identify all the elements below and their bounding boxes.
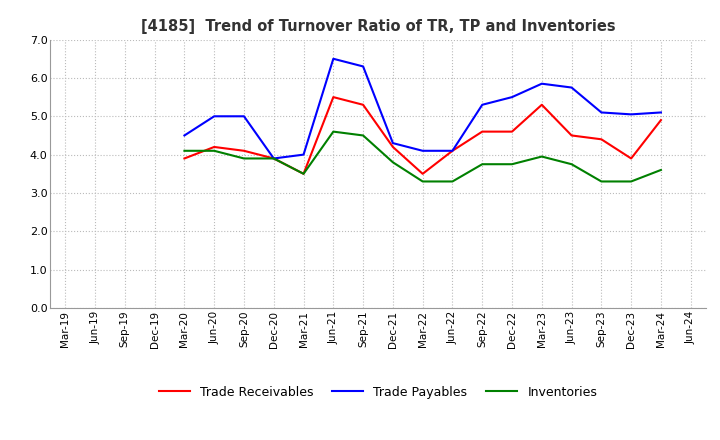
Trade Receivables: [448, 148, 456, 154]
Trade Payables: [448, 148, 456, 154]
Inventories: [269, 156, 278, 161]
Trade Payables: [329, 56, 338, 62]
Line: Inventories: Inventories: [184, 132, 661, 181]
Trade Payables: [597, 110, 606, 115]
Trade Receivables: [418, 171, 427, 176]
Inventories: [240, 156, 248, 161]
Title: [4185]  Trend of Turnover Ratio of TR, TP and Inventories: [4185] Trend of Turnover Ratio of TR, TP…: [140, 19, 616, 34]
Trade Receivables: [389, 144, 397, 150]
Trade Payables: [240, 114, 248, 119]
Trade Receivables: [657, 117, 665, 123]
Trade Receivables: [597, 137, 606, 142]
Inventories: [597, 179, 606, 184]
Trade Receivables: [329, 95, 338, 100]
Inventories: [389, 160, 397, 165]
Trade Receivables: [478, 129, 487, 134]
Trade Receivables: [567, 133, 576, 138]
Trade Payables: [478, 102, 487, 107]
Trade Payables: [359, 64, 367, 69]
Trade Receivables: [538, 102, 546, 107]
Line: Trade Payables: Trade Payables: [184, 59, 661, 158]
Inventories: [448, 179, 456, 184]
Inventories: [210, 148, 219, 154]
Trade Receivables: [627, 156, 636, 161]
Trade Payables: [657, 110, 665, 115]
Trade Payables: [269, 156, 278, 161]
Inventories: [329, 129, 338, 134]
Inventories: [567, 161, 576, 167]
Trade Payables: [418, 148, 427, 154]
Inventories: [180, 148, 189, 154]
Trade Receivables: [269, 156, 278, 161]
Trade Payables: [567, 85, 576, 90]
Trade Payables: [538, 81, 546, 86]
Legend: Trade Receivables, Trade Payables, Inventories: Trade Receivables, Trade Payables, Inven…: [153, 381, 603, 404]
Inventories: [538, 154, 546, 159]
Inventories: [627, 179, 636, 184]
Trade Payables: [627, 112, 636, 117]
Trade Receivables: [300, 171, 308, 176]
Inventories: [478, 161, 487, 167]
Trade Payables: [508, 95, 516, 100]
Trade Receivables: [359, 102, 367, 107]
Trade Payables: [389, 140, 397, 146]
Trade Receivables: [508, 129, 516, 134]
Trade Receivables: [210, 144, 219, 150]
Trade Payables: [180, 133, 189, 138]
Inventories: [508, 161, 516, 167]
Trade Receivables: [180, 156, 189, 161]
Inventories: [359, 133, 367, 138]
Inventories: [657, 167, 665, 172]
Line: Trade Receivables: Trade Receivables: [184, 97, 661, 174]
Inventories: [418, 179, 427, 184]
Trade Receivables: [240, 148, 248, 154]
Trade Payables: [210, 114, 219, 119]
Inventories: [300, 171, 308, 176]
Trade Payables: [300, 152, 308, 157]
